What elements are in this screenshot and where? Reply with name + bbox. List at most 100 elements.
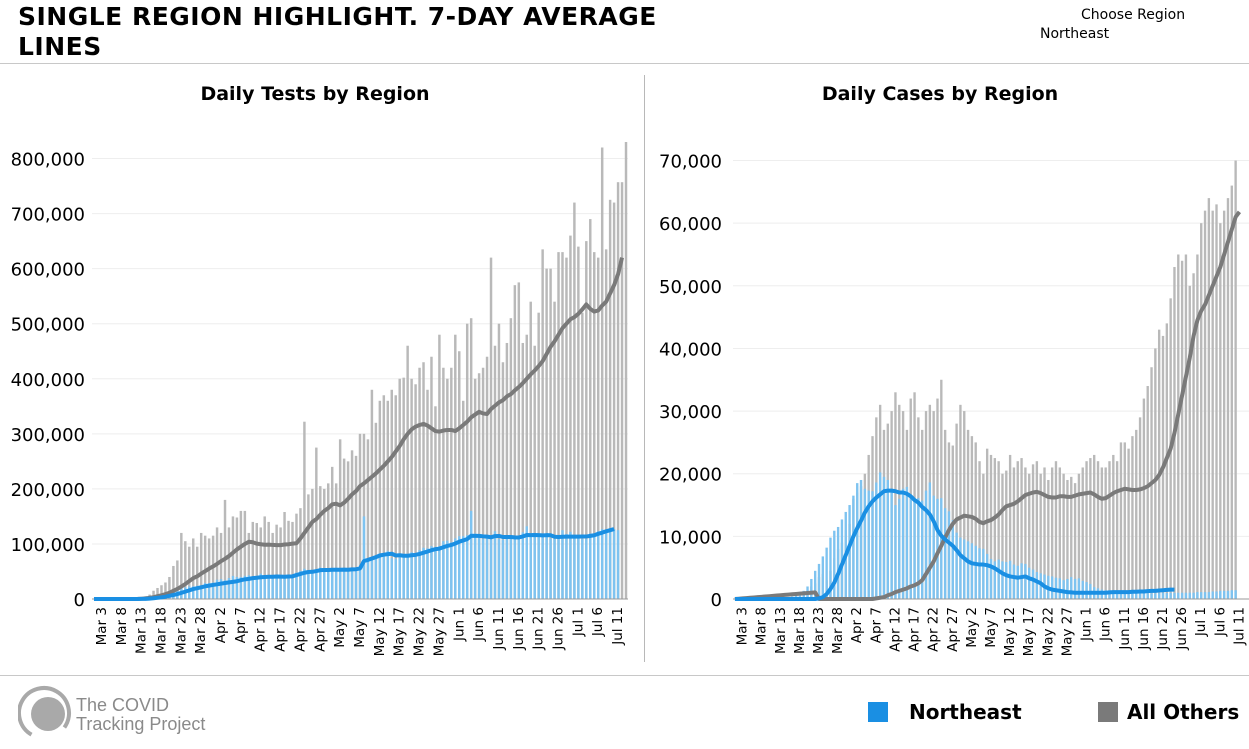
bar-northeast [921,500,924,599]
bar-northeast [509,535,513,599]
bar-all-others [1184,254,1188,599]
bar-all-others [279,527,282,599]
bar-northeast [291,575,294,599]
bar-northeast [1005,562,1008,599]
bar-northeast [1157,593,1161,599]
bar-all-others [164,582,167,599]
bar-all-others [541,249,544,599]
bar-northeast [1188,592,1191,599]
bar-northeast [311,570,314,599]
bar-northeast [1028,567,1031,599]
x-tick-label: Mar 8 [114,607,130,645]
bar-all-others [1219,223,1222,599]
bar-all-others [323,488,326,599]
x-tick-label: May 27 [431,607,447,656]
bar-all-others [1001,473,1004,599]
bar-all-others [533,345,536,599]
bar-all-others [481,367,485,599]
bar-northeast [394,558,397,599]
chart-title: Daily Tests by Region [200,83,429,105]
bar-all-others [350,450,354,599]
bar-all-others [223,499,227,599]
bar-northeast [593,533,596,599]
bar-northeast [886,479,889,599]
bar-all-others [1192,273,1195,599]
bar-all-others [497,323,501,599]
bar-all-others [573,202,576,599]
bar-northeast [517,536,521,599]
x-tick-label: Jun 16 [511,607,527,651]
bar-northeast [327,570,330,599]
x-tick-label: May 22 [1040,607,1056,656]
bar-all-others [1020,458,1023,599]
bar-all-others [402,377,405,599]
bar-northeast [378,553,382,599]
bar-all-others [160,585,163,599]
bar-all-others [311,488,314,599]
bar-all-others [291,521,294,599]
bar-northeast [299,570,302,599]
bar-northeast [1192,592,1195,599]
bar-all-others [493,345,497,599]
bar-northeast [978,548,981,599]
y-tick-label: 600,000 [11,260,85,281]
bar-all-others [438,334,441,599]
bar-northeast [1070,577,1073,599]
bar-northeast [1154,593,1157,599]
bar-all-others [188,546,191,599]
bar-northeast [985,553,989,599]
bar-northeast [1115,591,1119,599]
bar-northeast [458,536,461,599]
bar-all-others [521,342,525,599]
bar-all-others [1180,260,1184,599]
bar-all-others [1058,467,1061,599]
bar-northeast [1024,563,1027,599]
bar-northeast [894,505,897,599]
bar-northeast [390,558,393,599]
logo-line-1: The COVID [76,695,169,715]
bar-all-others [1203,210,1207,599]
bar-northeast [303,568,306,599]
bar-northeast [450,542,453,599]
bar-northeast [959,537,962,599]
bar-all-others [227,527,231,599]
bar-northeast [366,558,370,599]
bar-northeast [963,539,966,599]
bar-all-others [1222,210,1226,599]
y-tick-label: 0 [74,590,85,611]
bar-all-others [1012,467,1016,599]
bar-northeast [195,585,199,599]
bar-northeast [1211,591,1214,599]
bar-all-others [1024,467,1027,599]
bar-northeast [863,488,867,599]
bar-northeast [231,575,235,599]
bar-northeast [833,530,836,599]
bar-all-others [955,423,958,599]
bar-northeast [1226,590,1230,599]
bar-all-others [446,378,449,599]
bar-northeast [537,534,540,599]
bar-northeast [207,583,211,599]
bar-all-others [485,356,489,599]
bar-northeast [573,534,576,599]
bar-northeast [1180,592,1184,599]
y-tick-label: 300,000 [11,425,85,446]
bar-all-others [1108,461,1111,599]
bar-northeast [589,533,592,599]
x-tick-label: Jun 21 [1155,607,1171,651]
bar-northeast [989,558,993,599]
bar-all-others [1081,467,1084,599]
bar-northeast [1150,593,1153,599]
bar-northeast [315,569,318,599]
bar-northeast [909,497,912,599]
bar-northeast [386,551,390,599]
region-chooser-value[interactable]: Northeast [1040,26,1110,42]
x-tick-label: Jun 26 [551,607,567,651]
bar-northeast [338,568,342,599]
bar-all-others [319,486,322,599]
bar-northeast [521,532,525,599]
bar-northeast [997,559,1000,599]
region-chooser[interactable]: Choose Region Northeast [1040,6,1185,44]
bar-all-others [549,268,552,599]
bar-northeast [616,530,620,599]
